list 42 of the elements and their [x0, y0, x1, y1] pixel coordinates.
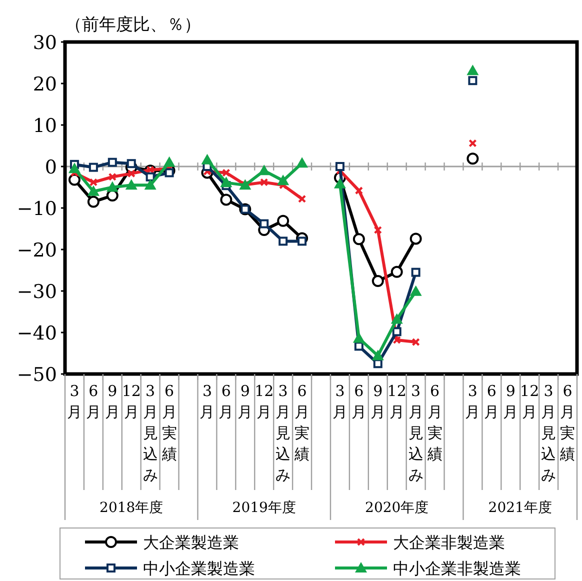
- x-tick-label: 9月: [238, 382, 253, 421]
- x-tick-label: 6月: [218, 382, 234, 421]
- x-tick-label: 3月: [200, 382, 215, 421]
- x-tick-label: 6月: [351, 382, 366, 421]
- x-tick-label: 3月: [465, 382, 480, 421]
- y-tick-label: 10: [32, 115, 57, 137]
- y-tick-label: −20: [16, 240, 57, 262]
- text: 2020年度: [365, 500, 429, 516]
- legend-label: 中小企業製造業: [143, 559, 255, 578]
- x-tick-label: 9月: [104, 382, 120, 421]
- y-tick-label: −40: [16, 322, 57, 344]
- x-tick-label: 3月: [332, 382, 348, 421]
- legend-label: 大企業製造業: [143, 533, 239, 552]
- x-tick-label: 3月: [66, 382, 82, 421]
- x-tick-label: 3月見込み: [408, 382, 424, 484]
- text: 2021年度: [488, 500, 552, 516]
- x-tick-label: 6月実績: [426, 382, 442, 463]
- legend-label: 中小企業非製造業: [393, 559, 521, 578]
- y-tick-label: −50: [16, 364, 57, 386]
- x-tick-label: 3月見込み: [142, 382, 158, 484]
- y-tick-label: 30: [32, 32, 57, 54]
- y-tick-label: 0: [44, 156, 57, 178]
- x-tick-label: 6月: [86, 382, 101, 421]
- y-tick-label: 20: [32, 74, 57, 96]
- x-tick-label: 12月: [387, 382, 406, 421]
- text: 2018年度: [100, 500, 164, 516]
- x-tick-label: 6月実績: [294, 382, 310, 463]
- x-tick-label: 9月: [503, 382, 518, 421]
- y-tick-label: −30: [16, 281, 57, 303]
- legend-label: 大企業非製造業: [393, 533, 505, 552]
- x-tick-label: 6月: [484, 382, 500, 421]
- x-tick-label: 3月見込み: [541, 382, 556, 484]
- x-tick-label: 9月: [370, 382, 386, 421]
- y-axis-title: （前年度比、％）: [65, 15, 201, 35]
- text: 2019年度: [232, 500, 296, 516]
- x-tick-label: 6月実績: [559, 382, 576, 463]
- x-tick-label: 12月: [122, 382, 141, 421]
- y-tick-label: −10: [16, 198, 57, 220]
- x-tick-label: 12月: [254, 382, 274, 421]
- x-tick-label: 6月実績: [160, 382, 177, 463]
- x-tick-label: 12月: [520, 382, 540, 421]
- x-tick-label: 3月見込み: [276, 382, 291, 484]
